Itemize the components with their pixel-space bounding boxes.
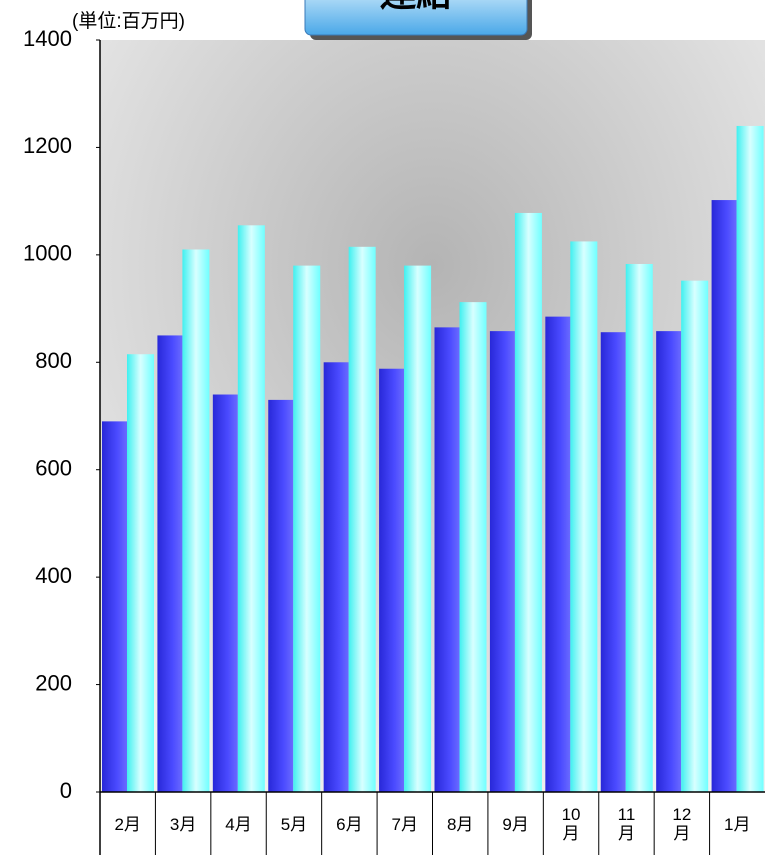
x-tick-label: 7月 bbox=[391, 814, 419, 834]
y-tick-label: 600 bbox=[35, 456, 72, 481]
bar bbox=[711, 200, 737, 792]
bar bbox=[404, 265, 432, 793]
bar bbox=[459, 302, 487, 792]
y-tick-label: 800 bbox=[35, 348, 72, 373]
bar bbox=[514, 212, 542, 792]
bar bbox=[102, 421, 127, 792]
y-tick-label: 1000 bbox=[23, 241, 72, 266]
x-tick-label: 3月 bbox=[169, 814, 197, 834]
bar bbox=[268, 399, 294, 792]
bar bbox=[293, 265, 321, 793]
bar bbox=[212, 394, 238, 792]
bar bbox=[681, 280, 709, 792]
bar bbox=[323, 362, 349, 792]
y-tick-label: 1200 bbox=[23, 133, 72, 158]
x-tick-label: 2月 bbox=[114, 814, 141, 834]
unit-label: (単位:百万円) bbox=[72, 10, 185, 32]
x-tick-label: 6月 bbox=[336, 814, 363, 834]
bar bbox=[625, 263, 653, 792]
x-tick-label: 10 月 bbox=[561, 805, 581, 843]
bar bbox=[656, 331, 682, 792]
x-tick-label: 5月 bbox=[280, 814, 308, 834]
x-tick-label: 12 月 bbox=[672, 805, 692, 843]
bar bbox=[157, 335, 183, 792]
y-tick-label: 1400 bbox=[23, 26, 72, 51]
plot-background bbox=[100, 40, 765, 792]
y-tick-label: 0 bbox=[60, 778, 72, 803]
bar bbox=[182, 249, 210, 792]
bar bbox=[434, 327, 460, 792]
x-tick-label: 11 月 bbox=[617, 805, 636, 843]
x-tick-label: 1月 bbox=[724, 814, 751, 834]
bar bbox=[348, 246, 376, 793]
bar bbox=[545, 316, 571, 792]
bar bbox=[736, 125, 764, 792]
bar bbox=[127, 354, 154, 792]
bar bbox=[570, 241, 598, 792]
title-box bbox=[304, 0, 528, 36]
x-tick-label: 4月 bbox=[225, 814, 252, 834]
y-tick-label: 200 bbox=[35, 670, 72, 695]
x-tick-label: 8月 bbox=[446, 814, 474, 834]
bar bbox=[489, 331, 515, 792]
y-tick-label: 400 bbox=[35, 563, 72, 588]
bar bbox=[237, 225, 265, 793]
bar bbox=[379, 368, 405, 792]
bar bbox=[600, 332, 626, 792]
chart-title: 連結 bbox=[380, 0, 452, 14]
x-tick-label: 9月 bbox=[502, 814, 529, 834]
